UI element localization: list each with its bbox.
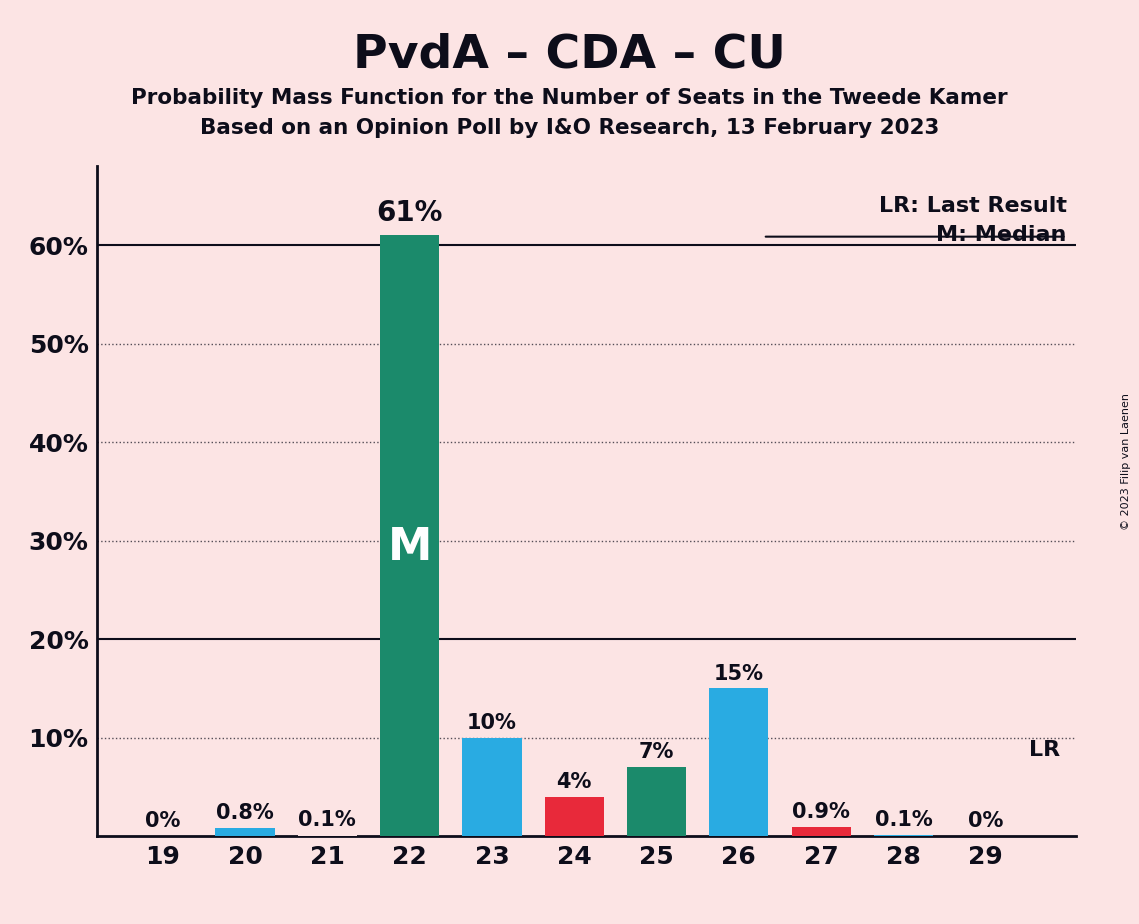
Text: 10%: 10% bbox=[467, 712, 517, 733]
Bar bbox=[710, 688, 769, 836]
Text: 4%: 4% bbox=[557, 772, 592, 792]
Text: LR: LR bbox=[1029, 740, 1059, 760]
Text: 61%: 61% bbox=[376, 200, 443, 227]
Bar bbox=[380, 236, 440, 836]
Bar bbox=[626, 767, 686, 836]
Text: 0.8%: 0.8% bbox=[216, 803, 273, 823]
Text: M: M bbox=[387, 527, 432, 569]
Text: 7%: 7% bbox=[639, 742, 674, 762]
Text: PvdA – CDA – CU: PvdA – CDA – CU bbox=[353, 32, 786, 78]
Text: 0%: 0% bbox=[145, 811, 180, 832]
Text: © 2023 Filip van Laenen: © 2023 Filip van Laenen bbox=[1121, 394, 1131, 530]
Text: Probability Mass Function for the Number of Seats in the Tweede Kamer: Probability Mass Function for the Number… bbox=[131, 88, 1008, 108]
Text: LR: Last Result: LR: Last Result bbox=[878, 197, 1066, 216]
Text: Based on an Opinion Poll by I&O Research, 13 February 2023: Based on an Opinion Poll by I&O Research… bbox=[199, 118, 940, 139]
Text: 0.9%: 0.9% bbox=[793, 802, 850, 822]
Bar bbox=[792, 827, 851, 836]
Bar bbox=[462, 737, 522, 836]
Text: M: Median: M: Median bbox=[936, 225, 1066, 245]
Text: 0.1%: 0.1% bbox=[875, 810, 933, 831]
Bar bbox=[874, 835, 933, 836]
Bar bbox=[544, 796, 604, 836]
Bar bbox=[297, 835, 357, 836]
Bar bbox=[215, 828, 274, 836]
Text: 15%: 15% bbox=[714, 663, 764, 684]
Text: 0.1%: 0.1% bbox=[298, 810, 357, 831]
Text: 0%: 0% bbox=[968, 811, 1003, 832]
